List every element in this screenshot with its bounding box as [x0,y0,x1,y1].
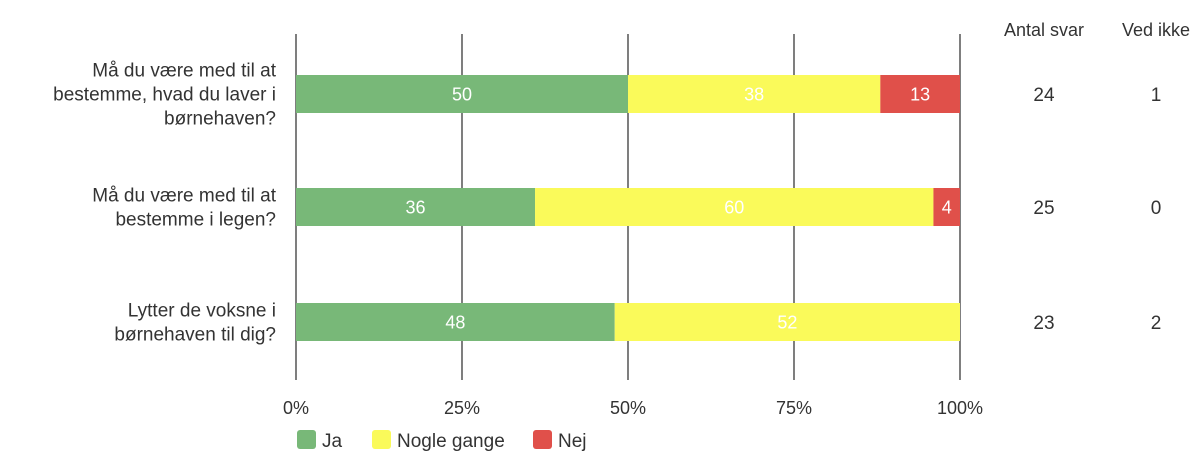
bar-segment [614,303,960,341]
legend-swatch [533,430,552,449]
x-tick-label: 25% [444,398,480,418]
data-label: 60 [724,198,744,218]
data-label: 38 [744,85,764,105]
column-header: Ved ikke [1122,20,1190,40]
category-label: Må du være med til at [92,186,276,207]
category-label: Må du være med til at [92,61,276,82]
x-tick-label: 75% [776,398,812,418]
bar-segment [296,303,615,341]
data-label: 36 [406,198,426,218]
column-value: 2 [1151,313,1162,334]
category-label: bestemme i legen? [115,210,276,231]
data-label: 13 [910,85,930,105]
column-value: 25 [1033,198,1054,219]
category-labels: Må du være med til at bestemme, hvad du l… [53,61,277,346]
data-label: 52 [777,313,797,333]
x-tick-label: 0% [283,398,309,418]
x-tick-label: 50% [610,398,646,418]
column-value: 23 [1033,313,1054,334]
column-header: Antal svar [1004,20,1084,40]
data-label: 50 [452,85,472,105]
column-value: 0 [1151,198,1162,219]
bar-segment [628,75,881,113]
column-value: 24 [1033,85,1055,106]
column-value: 1 [1151,85,1162,106]
bars [296,75,960,341]
bar-segment [296,75,628,113]
legend-swatch [372,430,391,449]
legend-label: Nogle gange [397,431,505,452]
x-axis-ticks: 0% 25% 50% 75% 100% [283,398,983,418]
bar-segment [296,188,536,226]
legend-label: Ja [322,431,343,452]
legend-swatch [297,430,316,449]
extra-columns: Antal svar 24 25 23 Ved ikke 1 0 2 [1004,20,1190,334]
legend: Ja Nogle gange Nej [297,430,587,452]
bar-segment [535,188,934,226]
bar-segment [933,188,960,226]
category-label: Lytter de voksne i [128,301,276,322]
category-label: børnehaven til dig? [114,325,276,346]
category-label: bestemme, hvad du laver i [53,85,276,106]
data-labels: 50 38 13 36 60 4 48 52 [406,85,952,333]
bar-segment [880,75,960,113]
data-label: 48 [445,313,465,333]
legend-label: Nej [558,431,587,452]
category-label: børnehaven? [164,109,276,130]
x-tick-label: 100% [937,398,983,418]
data-label: 4 [942,198,952,218]
